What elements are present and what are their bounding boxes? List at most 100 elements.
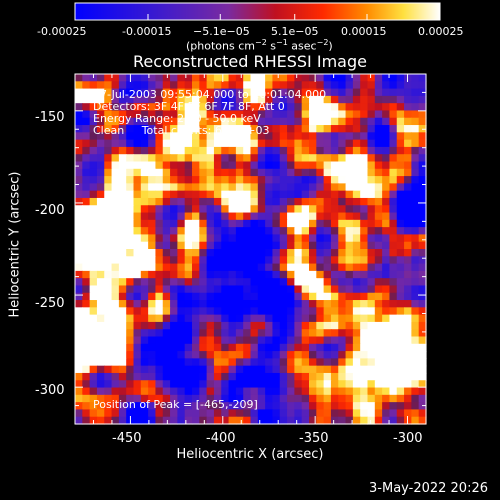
heatmap-cell xyxy=(243,241,252,250)
heatmap-cell xyxy=(367,88,376,97)
heatmap-cell xyxy=(228,329,237,338)
heatmap-cell xyxy=(235,103,244,112)
heatmap-cell xyxy=(250,183,259,192)
heatmap-cell xyxy=(374,278,383,287)
heatmap-cell xyxy=(265,74,274,82)
heatmap-cell xyxy=(287,336,295,345)
heatmap-cell xyxy=(352,329,361,338)
heatmap-cell xyxy=(177,365,186,374)
heatmap-cell xyxy=(221,227,230,236)
heatmap-cell xyxy=(104,278,113,287)
heatmap-cell xyxy=(309,125,317,133)
heatmap-cell xyxy=(243,416,252,425)
heatmap-cell xyxy=(411,394,420,403)
heatmap-cell xyxy=(374,190,383,199)
heatmap-cell xyxy=(184,278,193,287)
heatmap-cell xyxy=(126,146,135,155)
heatmap-cell xyxy=(272,110,281,119)
heatmap-cell xyxy=(250,117,259,126)
heatmap-cell xyxy=(396,365,405,374)
heatmap-cell xyxy=(411,380,420,389)
heatmap-cell xyxy=(206,168,215,177)
heatmap-cell xyxy=(250,387,259,396)
heatmap-cell xyxy=(287,329,295,338)
heatmap-cell xyxy=(228,409,237,418)
heatmap-cell xyxy=(148,380,157,389)
heatmap-cell xyxy=(367,314,376,323)
heatmap-cell xyxy=(96,183,105,192)
heatmap-cell xyxy=(279,343,288,352)
heatmap-cell xyxy=(404,227,412,236)
heatmap-cell xyxy=(411,176,420,184)
heatmap-cell xyxy=(104,321,113,330)
heatmap-cell xyxy=(162,292,171,301)
heatmap-cell xyxy=(374,117,383,126)
heatmap-cell xyxy=(411,278,420,287)
heatmap-cell xyxy=(126,139,135,148)
heatmap-cell xyxy=(345,351,354,359)
heatmap-cell xyxy=(389,278,398,287)
heatmap-cell xyxy=(89,132,98,141)
heatmap-cell xyxy=(162,249,171,257)
colorbar-tick-label: 0.00025 xyxy=(418,25,464,38)
heatmap-cell xyxy=(316,343,325,352)
heatmap-cell xyxy=(235,314,244,323)
heatmap-cell xyxy=(411,300,420,308)
heatmap-cell xyxy=(309,270,317,279)
heatmap-cell xyxy=(155,285,164,294)
heatmap-cell xyxy=(170,292,178,301)
heatmap-cell xyxy=(257,285,266,294)
heatmap-cell xyxy=(338,263,347,272)
heatmap-cell xyxy=(279,190,288,199)
heatmap-cell xyxy=(294,292,303,301)
heatmap-cell xyxy=(104,314,113,323)
heatmap-cell xyxy=(213,402,222,411)
heatmap-cell xyxy=(352,176,361,184)
heatmap-cell xyxy=(75,285,83,294)
heatmap-cell xyxy=(301,176,310,184)
heatmap-cell xyxy=(213,351,222,359)
heatmap-cell xyxy=(126,402,135,411)
heatmap-cell xyxy=(82,263,91,272)
heatmap-cell xyxy=(184,249,193,257)
heatmap-cell xyxy=(265,176,274,184)
heatmap-cell xyxy=(96,285,105,294)
heatmap-cell xyxy=(126,270,135,279)
heatmap-cell xyxy=(287,227,295,236)
heatmap-cell xyxy=(221,197,230,206)
heatmap-cell xyxy=(162,402,171,411)
heatmap-cell xyxy=(418,300,427,308)
heatmap-cell xyxy=(118,81,127,90)
heatmap-cell xyxy=(352,387,361,396)
heatmap-cell xyxy=(374,132,383,141)
heatmap-cell xyxy=(418,146,427,155)
heatmap-cell xyxy=(418,314,427,323)
heatmap-cell xyxy=(89,285,98,294)
heatmap-cell xyxy=(177,139,186,148)
heatmap-cell xyxy=(213,81,222,90)
heatmap-cell xyxy=(133,372,142,381)
heatmap-cell xyxy=(250,314,259,323)
heatmap-cell xyxy=(367,168,376,177)
heatmap-cell xyxy=(162,241,171,250)
heatmap-cell xyxy=(389,197,398,206)
heatmap-cell xyxy=(382,416,391,425)
heatmap-cell xyxy=(382,176,391,184)
heatmap-cell xyxy=(411,249,420,257)
heatmap-cell xyxy=(411,292,420,301)
heatmap-cell xyxy=(330,139,339,148)
heatmap-cell xyxy=(330,88,339,97)
heatmap-cell xyxy=(367,176,376,184)
heatmap-cell xyxy=(338,125,347,133)
heatmap-cell xyxy=(177,380,186,389)
heatmap-cell xyxy=(309,227,317,236)
heatmap-cell xyxy=(221,117,230,126)
heatmap-cell xyxy=(411,416,420,425)
heatmap-cell xyxy=(235,88,244,97)
heatmap-cell xyxy=(221,234,230,243)
heatmap-cell xyxy=(118,227,127,236)
heatmap-cell xyxy=(418,249,427,257)
heatmap-cell xyxy=(170,190,178,199)
heatmap-cell xyxy=(104,292,113,301)
